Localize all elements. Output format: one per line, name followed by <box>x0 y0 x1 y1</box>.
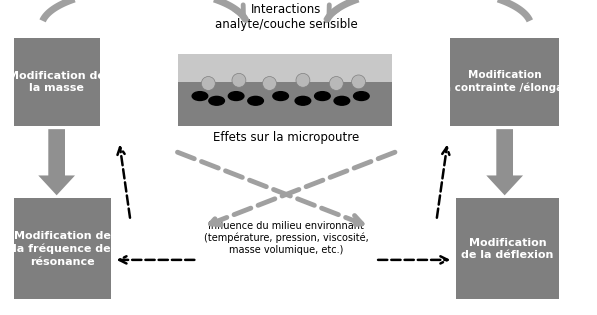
Ellipse shape <box>352 75 365 89</box>
FancyArrow shape <box>487 129 523 195</box>
Circle shape <box>295 96 310 105</box>
Ellipse shape <box>330 77 343 90</box>
FancyBboxPatch shape <box>178 54 392 82</box>
Text: Interactions
analyte/couche sensible: Interactions analyte/couche sensible <box>215 3 358 31</box>
FancyBboxPatch shape <box>456 198 559 299</box>
Text: Influence du milieu environnant
(température, pression, viscosité,
masse volumiq: Influence du milieu environnant (tempéra… <box>204 221 368 255</box>
Circle shape <box>334 96 350 105</box>
Ellipse shape <box>263 77 276 90</box>
FancyArrow shape <box>38 129 75 195</box>
FancyBboxPatch shape <box>14 198 111 299</box>
Text: Effets sur la micropoutre: Effets sur la micropoutre <box>213 131 359 144</box>
Text: Modification de
la masse: Modification de la masse <box>8 71 105 93</box>
Circle shape <box>209 96 224 105</box>
Text: Modification
de la déflexion: Modification de la déflexion <box>461 238 553 260</box>
Circle shape <box>192 92 208 100</box>
FancyBboxPatch shape <box>450 38 559 126</box>
FancyBboxPatch shape <box>14 38 100 126</box>
Circle shape <box>248 96 263 105</box>
FancyBboxPatch shape <box>178 82 392 126</box>
Text: Modification
de la contrainte /élongation: Modification de la contrainte /élongatio… <box>423 70 587 94</box>
Ellipse shape <box>232 73 246 87</box>
Ellipse shape <box>296 73 310 87</box>
Text: Modification de
la fréquence de
résonance: Modification de la fréquence de résonanc… <box>13 231 111 266</box>
Circle shape <box>228 92 244 100</box>
Circle shape <box>315 92 330 100</box>
Circle shape <box>353 92 369 100</box>
Circle shape <box>273 92 288 100</box>
Ellipse shape <box>201 77 216 90</box>
